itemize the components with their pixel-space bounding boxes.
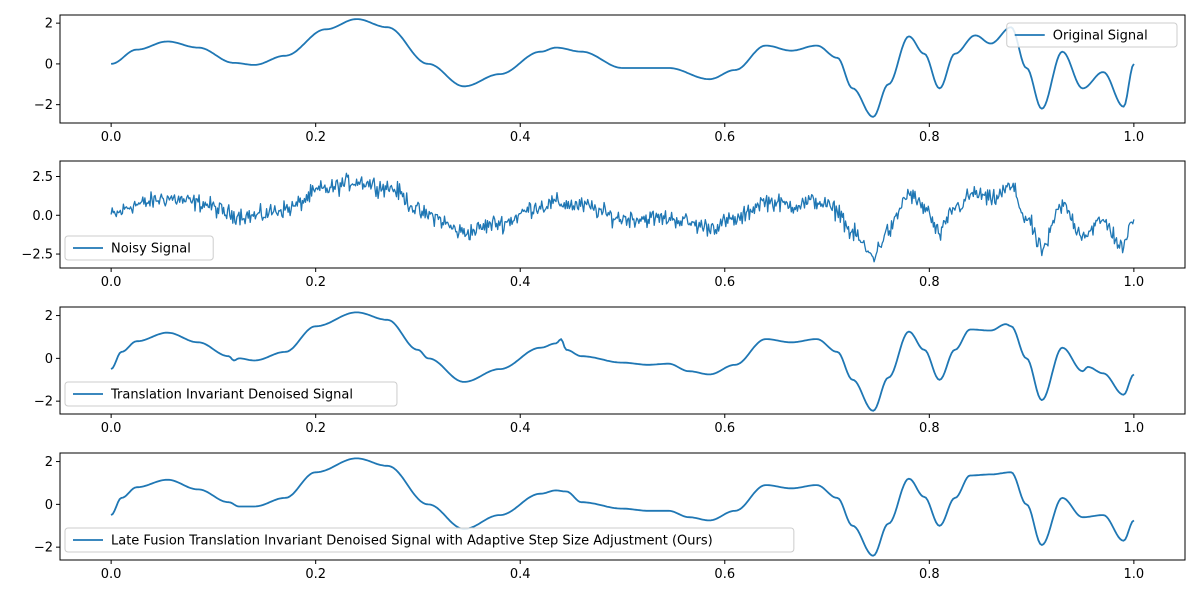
y-tick-label: −2.5	[21, 248, 53, 263]
y-tick-label: −2	[34, 395, 53, 410]
x-tick-label: 0.6	[714, 130, 735, 145]
x-tick-label: 0.4	[510, 421, 531, 436]
x-tick-label: 0.4	[510, 275, 531, 290]
y-tick-label: 0	[45, 57, 53, 72]
x-tick-label: 0.2	[305, 421, 326, 436]
legend-label: Translation Invariant Denoised Signal	[110, 388, 353, 403]
series-line-3	[110, 311, 1135, 412]
y-tick-label: 2	[45, 17, 53, 32]
x-tick-label: 0.0	[101, 130, 122, 145]
y-tick-label: −2	[34, 98, 53, 113]
axes-frame	[59, 452, 1186, 561]
series-line-1	[110, 18, 1135, 118]
x-tick-label: 0.0	[101, 567, 122, 582]
axes-frame	[59, 160, 1186, 269]
legend-box	[64, 235, 214, 261]
legend: Original Signal	[1006, 22, 1178, 48]
x-tick-label: 0.8	[919, 275, 940, 290]
x-tick-label: 0.6	[714, 421, 735, 436]
x-tick-label: 0.8	[919, 567, 940, 582]
series-line-2	[110, 172, 1135, 263]
x-tick-label: 0.4	[510, 130, 531, 145]
x-tick-label: 0.4	[510, 567, 531, 582]
y-tick-label: 2	[45, 455, 53, 470]
y-tick-label: 2.5	[32, 170, 53, 185]
subplot-2: 0.0 0.2 0.4 0.6 0.8 1.0 −2.5 0.0 2.5 Noisy Signal	[21, 160, 1186, 290]
legend: Late Fusion Translation Invariant Denois…	[64, 527, 795, 553]
legend: Translation Invariant Denoised Signal	[64, 381, 398, 407]
y-tick-label: 0	[45, 352, 53, 367]
x-tick-label: 0.2	[305, 275, 326, 290]
x-tick-label: 1.0	[1124, 421, 1145, 436]
subplot-3: 0.0 0.2 0.4 0.6 0.8 1.0 −2 0 2 Translation Invari…	[34, 306, 1186, 436]
axes-frame	[59, 14, 1186, 124]
x-tick-label: 0.6	[714, 275, 735, 290]
x-tick-label: 1.0	[1124, 275, 1145, 290]
x-tick-label: 0.8	[919, 421, 940, 436]
legend-box	[64, 527, 795, 553]
x-tick-label: 1.0	[1124, 567, 1145, 582]
x-tick-label: 1.0	[1124, 130, 1145, 145]
subplot-1: 0.0 0.2 0.4 0.6 0.8 1.0 −2 0 2 Original Signal	[34, 14, 1186, 145]
x-tick-label: 0.2	[305, 567, 326, 582]
x-tick-label: 0.2	[305, 130, 326, 145]
y-tick-label: −2	[34, 541, 53, 556]
series-line-4	[110, 457, 1135, 557]
legend-label: Noisy Signal	[111, 242, 191, 257]
x-tick-label: 0.8	[919, 130, 940, 145]
y-tick-label: 0.0	[32, 209, 53, 224]
legend-label: Late Fusion Translation Invariant Denois…	[111, 534, 713, 549]
axes-frame	[59, 306, 1186, 415]
legend-label: Original Signal	[1053, 29, 1148, 44]
x-tick-label: 0.6	[714, 567, 735, 582]
subplot-4: 0.0 0.2 0.4 0.6 0.8 1.0 −2 0 2 Late Fusion Transl…	[34, 452, 1186, 582]
legend-box	[1006, 22, 1178, 48]
x-tick-label: 0.0	[101, 421, 122, 436]
y-tick-label: 2	[45, 309, 53, 324]
legend-box	[64, 381, 398, 407]
y-tick-label: 0	[45, 498, 53, 513]
x-tick-label: 0.0	[101, 275, 122, 290]
legend: Noisy Signal	[64, 235, 214, 261]
